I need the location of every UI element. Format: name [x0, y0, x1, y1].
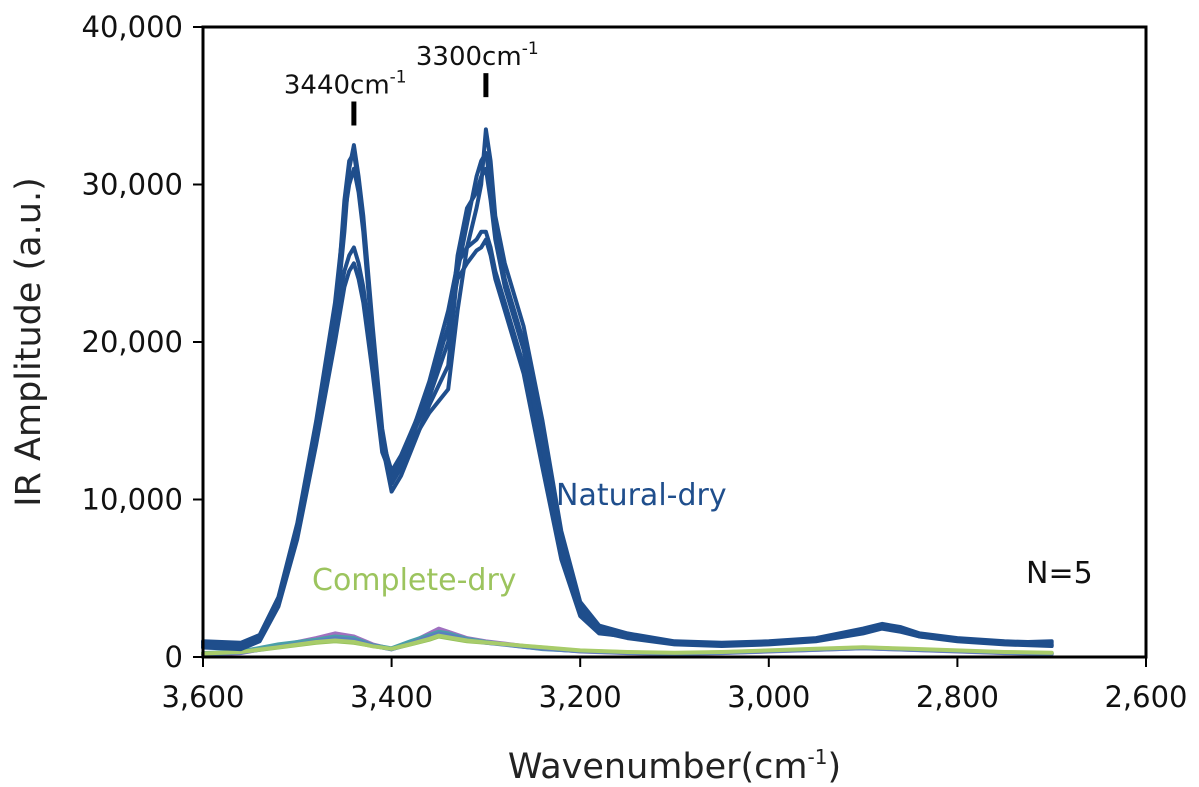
x-tick-label-2: 3,200: [539, 680, 622, 714]
x-axis-title-sup: -1: [808, 745, 828, 769]
y-tick-label-1: 10,000: [82, 483, 183, 517]
x-tick-label-5: 2,600: [1104, 680, 1187, 714]
y-tick-label-0: 0: [165, 640, 183, 674]
y-tick-label-2: 20,000: [82, 325, 183, 359]
annotations-layer: 3440cm-1 3300cm-1: [284, 39, 539, 126]
y-tick-label-4: 40,000: [82, 10, 183, 44]
complete-dry-label: Complete-dry: [312, 563, 517, 598]
x-tick-label-3: 3,000: [727, 680, 810, 714]
x-tick-label-4: 2,800: [916, 680, 999, 714]
peak-label-0: 3440cm-1: [284, 68, 407, 101]
ticks-layer: 3,600 3,400 3,200 3,000 2,800 2,600 0 10,000 20,…: [82, 10, 1188, 714]
series-line-natural-dry-4: [201, 151, 1054, 650]
x-axis-title: Wavenumber(cm-1): [508, 745, 841, 787]
y-tick-label-3: 30,000: [82, 168, 183, 202]
x-tick-label-1: 3,400: [350, 680, 433, 714]
y-axis-title: IR Amplitude (a.u.): [9, 177, 49, 506]
natural-dry-label: Natural-dry: [556, 478, 727, 513]
x-axis-title-suffix: ): [827, 747, 841, 787]
series-line-complete-dry-9: [201, 633, 1054, 656]
peak-label-1: 3300cm-1: [416, 39, 539, 72]
x-axis-title-main: Wavenumber(cm: [508, 747, 808, 787]
series-layer: [201, 127, 1054, 657]
x-tick-label-0: 3,600: [161, 680, 244, 714]
sample-count-label: N=5: [1026, 556, 1093, 591]
